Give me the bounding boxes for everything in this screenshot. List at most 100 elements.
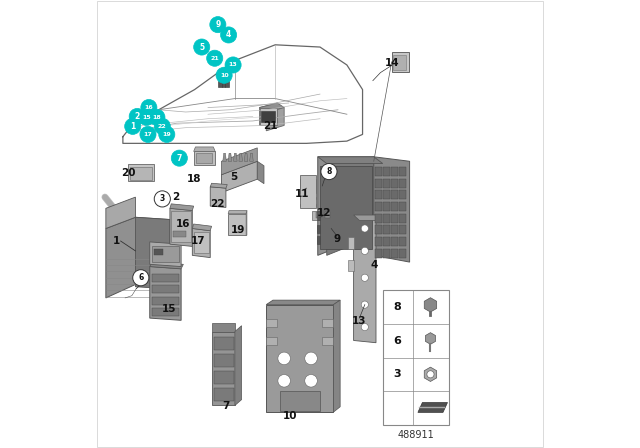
Polygon shape [170, 204, 194, 211]
Text: 8: 8 [394, 302, 401, 312]
FancyBboxPatch shape [173, 231, 186, 237]
FancyBboxPatch shape [375, 167, 382, 176]
Text: 1: 1 [113, 236, 120, 246]
FancyBboxPatch shape [194, 151, 215, 165]
FancyBboxPatch shape [348, 237, 353, 249]
FancyBboxPatch shape [391, 190, 398, 199]
Polygon shape [212, 332, 235, 405]
FancyBboxPatch shape [399, 237, 406, 246]
FancyBboxPatch shape [391, 167, 398, 176]
Polygon shape [300, 179, 316, 193]
FancyBboxPatch shape [152, 246, 179, 262]
Polygon shape [266, 300, 340, 305]
Circle shape [225, 57, 241, 73]
Circle shape [149, 109, 165, 125]
Text: 17: 17 [191, 236, 205, 246]
Polygon shape [150, 262, 184, 269]
Circle shape [361, 323, 369, 331]
FancyBboxPatch shape [399, 249, 406, 258]
Circle shape [278, 375, 291, 387]
Circle shape [216, 67, 232, 83]
FancyBboxPatch shape [222, 81, 225, 87]
FancyBboxPatch shape [128, 164, 154, 181]
FancyBboxPatch shape [320, 166, 371, 249]
Polygon shape [106, 217, 170, 298]
FancyBboxPatch shape [300, 175, 316, 208]
Circle shape [305, 375, 317, 387]
FancyBboxPatch shape [375, 214, 382, 223]
FancyBboxPatch shape [261, 111, 275, 122]
Polygon shape [374, 157, 410, 262]
FancyBboxPatch shape [214, 371, 234, 384]
Polygon shape [260, 103, 284, 113]
Text: 19: 19 [231, 225, 246, 235]
FancyBboxPatch shape [383, 225, 390, 234]
FancyBboxPatch shape [316, 212, 321, 218]
Text: 3: 3 [394, 369, 401, 379]
Polygon shape [210, 183, 227, 188]
Polygon shape [266, 108, 284, 131]
Text: 488911: 488911 [397, 430, 435, 439]
Circle shape [361, 225, 369, 232]
FancyBboxPatch shape [399, 214, 406, 223]
FancyBboxPatch shape [375, 179, 382, 188]
Text: 12: 12 [317, 208, 332, 218]
Circle shape [207, 50, 223, 66]
FancyBboxPatch shape [383, 214, 390, 223]
Circle shape [139, 109, 155, 125]
Circle shape [361, 274, 369, 281]
Polygon shape [327, 164, 383, 255]
Polygon shape [221, 148, 257, 175]
FancyBboxPatch shape [383, 190, 390, 199]
FancyBboxPatch shape [260, 108, 278, 125]
Text: 6: 6 [394, 336, 401, 346]
Text: 5: 5 [230, 172, 237, 181]
Text: 1: 1 [130, 122, 136, 131]
FancyBboxPatch shape [228, 214, 246, 235]
Text: 7: 7 [177, 154, 182, 163]
FancyBboxPatch shape [317, 225, 321, 233]
Polygon shape [192, 224, 212, 231]
FancyBboxPatch shape [375, 249, 382, 258]
Polygon shape [235, 326, 242, 405]
Polygon shape [266, 305, 333, 412]
Text: 18: 18 [186, 174, 201, 184]
FancyBboxPatch shape [383, 167, 390, 176]
Polygon shape [317, 157, 374, 255]
FancyBboxPatch shape [399, 202, 406, 211]
Polygon shape [317, 157, 383, 164]
Polygon shape [244, 153, 248, 161]
FancyBboxPatch shape [225, 81, 229, 87]
Text: 2: 2 [134, 112, 140, 121]
Circle shape [361, 301, 369, 308]
FancyBboxPatch shape [154, 249, 163, 255]
Polygon shape [228, 153, 232, 161]
Polygon shape [170, 208, 192, 246]
FancyBboxPatch shape [323, 319, 333, 327]
FancyBboxPatch shape [218, 81, 222, 87]
Polygon shape [210, 187, 226, 207]
FancyBboxPatch shape [194, 232, 209, 253]
Text: 19: 19 [163, 132, 171, 137]
Text: 16: 16 [145, 105, 153, 110]
FancyBboxPatch shape [383, 249, 390, 258]
Polygon shape [150, 242, 181, 267]
Text: 6: 6 [138, 273, 143, 282]
FancyBboxPatch shape [152, 308, 179, 316]
FancyBboxPatch shape [399, 167, 406, 176]
FancyBboxPatch shape [152, 274, 179, 282]
FancyBboxPatch shape [391, 179, 398, 188]
FancyBboxPatch shape [325, 212, 330, 218]
FancyBboxPatch shape [375, 202, 382, 211]
Polygon shape [300, 204, 316, 206]
FancyBboxPatch shape [312, 211, 337, 220]
FancyBboxPatch shape [152, 285, 179, 293]
Polygon shape [260, 103, 278, 125]
Polygon shape [212, 323, 235, 332]
FancyBboxPatch shape [375, 237, 382, 246]
FancyBboxPatch shape [399, 225, 406, 234]
Polygon shape [246, 211, 247, 235]
FancyBboxPatch shape [391, 214, 398, 223]
Circle shape [321, 164, 337, 180]
Text: 11: 11 [295, 189, 309, 198]
